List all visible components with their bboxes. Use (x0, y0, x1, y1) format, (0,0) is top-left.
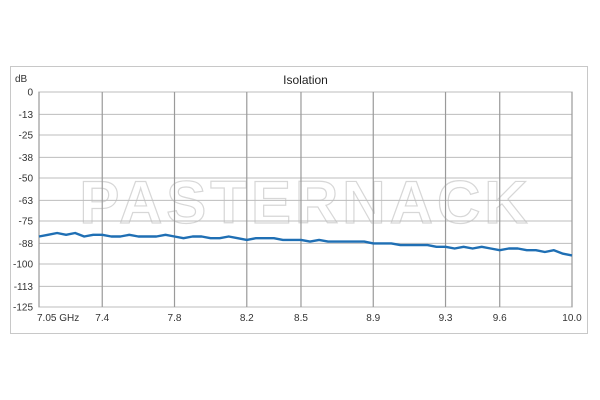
y-tick-label: -88 (19, 239, 34, 250)
y-tick-label: -75 (19, 217, 34, 228)
x-tick-label: 8.9 (366, 313, 380, 324)
isolation-series-line (38, 231, 573, 257)
x-tick-label: 7.05 GHz (37, 313, 79, 324)
chart-frame: PASTERNACK 0 -13 -25 -38 -50 -63 -75 -88 -100 -11… (10, 66, 588, 334)
x-tick-label: 9.3 (439, 313, 453, 324)
y-tick-label: -125 (13, 303, 33, 314)
y-tick-label: -113 (14, 282, 34, 293)
y-axis-label: dB (15, 74, 28, 85)
x-tick-label: 7.8 (168, 313, 182, 324)
chart-title: Isolation (283, 73, 328, 87)
x-tick-label: 8.5 (294, 313, 308, 324)
y-tick-label: -38 (19, 153, 34, 164)
x-tick-label: 10.0 (562, 313, 582, 324)
isolation-chart: PASTERNACK 0 -13 -25 -38 -50 -63 -75 -88 -100 -11… (13, 73, 582, 325)
y-tick-label: -50 (19, 174, 34, 185)
x-tick-label: 9.6 (493, 313, 507, 324)
watermark-text: PASTERNACK (79, 169, 531, 236)
tick-labels: 0 -13 -25 -38 -50 -63 -75 -88 -100 -113 -125 7.05 G… (13, 88, 582, 325)
y-tick-label: -13 (19, 110, 34, 121)
y-tick-label: -63 (19, 196, 34, 207)
y-tick-label: 0 (27, 88, 33, 99)
y-tick-label: -100 (13, 260, 33, 271)
y-tick-label: -25 (19, 131, 34, 142)
grid (38, 91, 573, 308)
x-tick-label: 8.2 (240, 313, 254, 324)
x-tick-label: 7.4 (95, 313, 109, 324)
series-layer (38, 231, 573, 257)
